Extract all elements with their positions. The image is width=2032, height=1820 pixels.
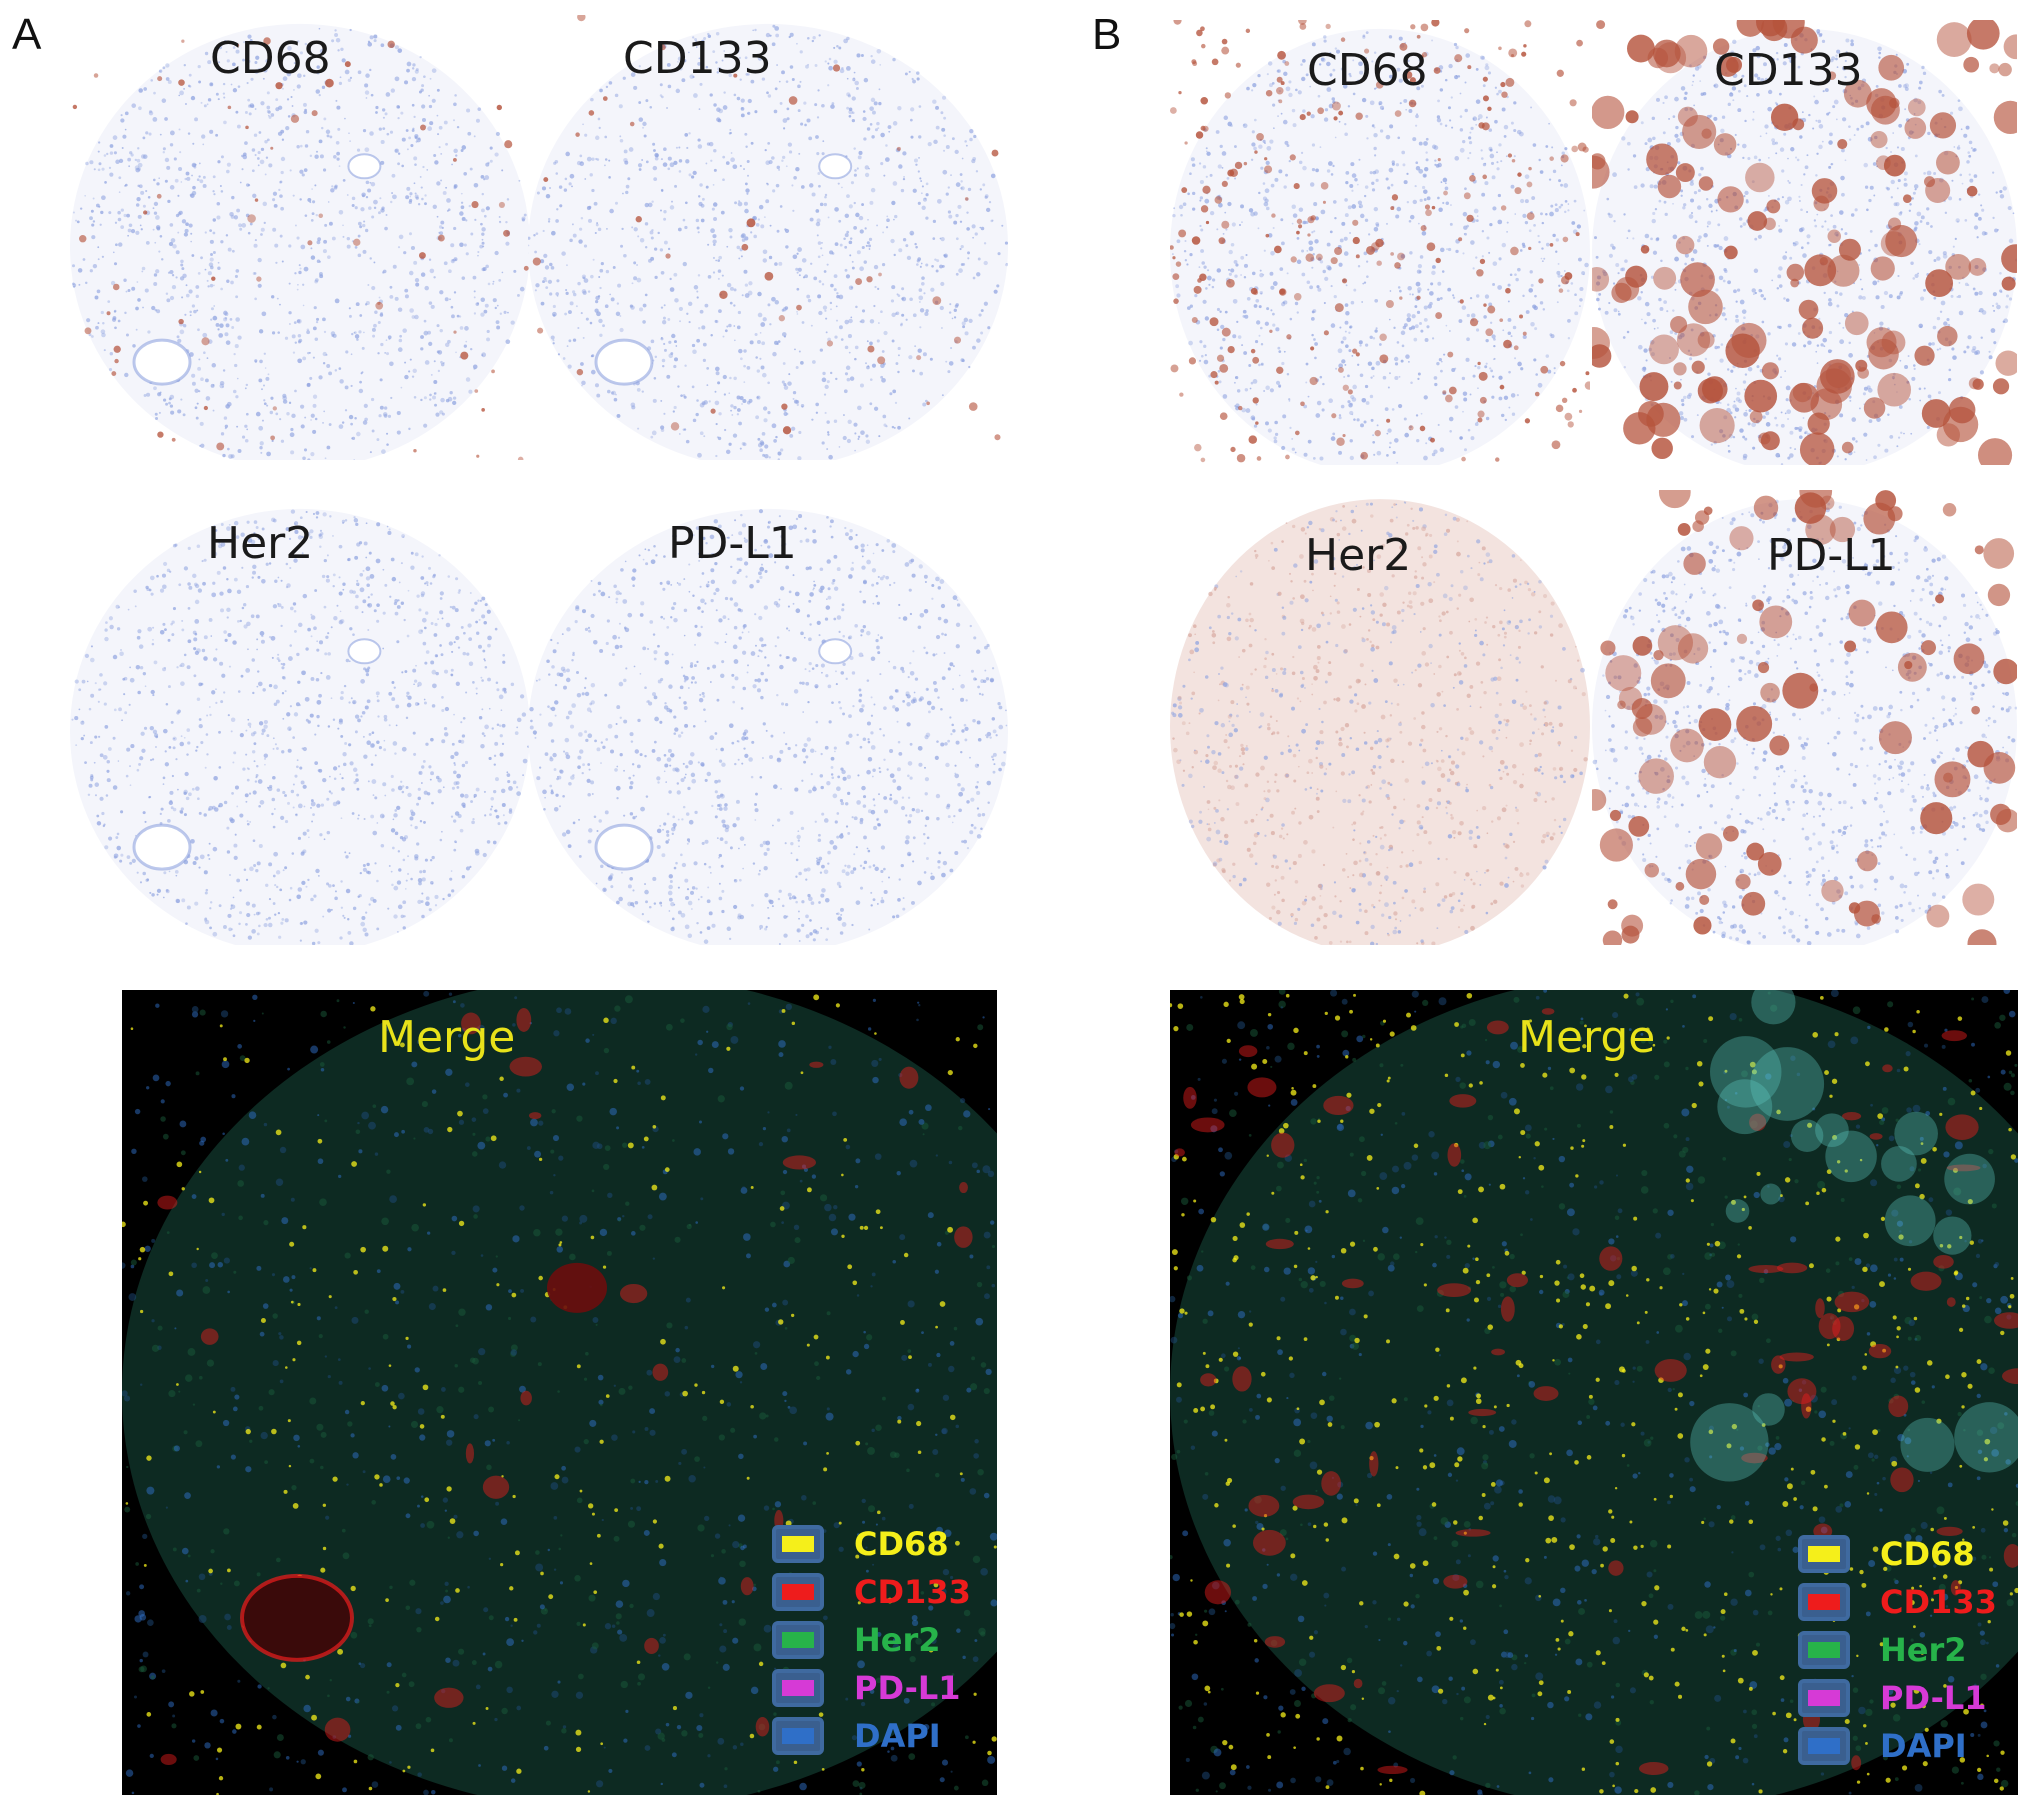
legend-swatch — [1808, 1738, 1840, 1754]
tile-label: CD133 — [1714, 45, 1863, 96]
legend-label: CD133 — [854, 1573, 971, 1611]
tissue-section — [528, 508, 1008, 945]
legend-swatch — [782, 1728, 814, 1744]
tissue-texture — [1170, 499, 1590, 945]
legend-swatch — [1808, 1642, 1840, 1658]
panel-a-cd133-tile: CD133 — [528, 15, 1008, 460]
legend-item-her2: Her2 — [1798, 1626, 1997, 1674]
legend-item-pdl1: PD-L1 — [1798, 1674, 1997, 1722]
panel-b-pdl1-tile: PD-L1 — [1592, 490, 2017, 945]
tissue-section — [70, 508, 530, 945]
stain-dots — [1170, 20, 1590, 464]
tissue-texture — [528, 15, 1008, 460]
panel-b-merge-image: Merge CD68 CD133 Her2 PD-L1 DAPI — [1170, 990, 2018, 1795]
legend-swatch — [782, 1632, 814, 1648]
stain-dots — [1171, 501, 1588, 945]
tissue-texture — [70, 23, 530, 460]
panel-b-legend: CD68 CD133 Her2 PD-L1 DAPI — [1798, 1530, 1997, 1770]
legend-item-dapi: DAPI — [772, 1712, 971, 1760]
fluorescence-dots — [122, 990, 997, 1795]
panel-b-her2-tile: Her2 — [1170, 490, 1590, 945]
legend-label: CD68 — [854, 1525, 949, 1563]
tissue-texture — [1170, 20, 1590, 465]
panel-a-legend: CD68 CD133 Her2 PD-L1 DAPI — [772, 1520, 971, 1760]
legend-item-cd68: CD68 — [1798, 1530, 1997, 1578]
panel-b-letter: B — [1092, 10, 1122, 59]
legend-swatch — [782, 1584, 814, 1600]
panel-a-her2-tile: Her2 — [70, 500, 530, 945]
legend-label: CD133 — [1880, 1583, 1997, 1621]
legend-swatch — [1808, 1594, 1840, 1610]
stain-dots — [529, 509, 1008, 945]
tissue-section — [1592, 499, 2017, 945]
legend-item-pdl1: PD-L1 — [772, 1664, 971, 1712]
merge-title: Merge — [1518, 1012, 1656, 1063]
panel-a-cd68-tile: CD68 — [70, 15, 530, 460]
legend-item-cd133: CD133 — [1798, 1578, 1997, 1626]
legend-swatch — [782, 1680, 814, 1696]
tissue-texture — [1592, 490, 2017, 945]
tile-label: PD-L1 — [1767, 530, 1896, 581]
fluorescence-dots — [1170, 990, 2018, 1795]
tissue-texture — [1592, 20, 2017, 465]
tile-label: CD68 — [210, 33, 331, 84]
stain-dots — [1592, 20, 2017, 465]
tile-label: CD68 — [1307, 45, 1428, 96]
legend-label: DAPI — [1880, 1727, 1967, 1765]
panel-b-cd68-tile: CD68 — [1170, 20, 1590, 465]
panel-a-letter: A — [12, 10, 42, 59]
stain-dots — [71, 509, 530, 945]
tile-label: Her2 — [1305, 530, 1412, 581]
legend-swatch — [782, 1536, 814, 1552]
legend-swatch — [1808, 1690, 1840, 1706]
legend-label: PD-L1 — [1880, 1679, 1987, 1717]
panel-b-cd133-tile: CD133 — [1592, 20, 2017, 465]
stain-dots — [1592, 490, 2017, 945]
legend-swatch — [1808, 1546, 1840, 1562]
tissue-section — [1170, 499, 1590, 945]
legend-item-cd133: CD133 — [772, 1568, 971, 1616]
legend-item-dapi: DAPI — [1798, 1722, 1997, 1770]
panel-a-merge-image: Merge CD68 CD133 Her2 PD-L1 DAPI — [122, 990, 997, 1795]
merge-title: Merge — [378, 1012, 516, 1063]
tile-label: Her2 — [207, 518, 314, 569]
legend-label: Her2 — [1880, 1631, 1967, 1669]
stain-dots — [528, 15, 1008, 460]
stain-dots — [71, 27, 530, 460]
legend-item-her2: Her2 — [772, 1616, 971, 1664]
tile-label: CD133 — [623, 33, 772, 84]
legend-label: PD-L1 — [854, 1669, 961, 1707]
tissue-texture — [70, 508, 530, 945]
legend-label: DAPI — [854, 1717, 941, 1755]
legend-label: CD68 — [1880, 1535, 1975, 1573]
tile-label: PD-L1 — [668, 518, 797, 569]
panel-a-pdl1-tile: PD-L1 — [528, 500, 1008, 945]
tissue-texture — [528, 508, 1008, 945]
legend-item-cd68: CD68 — [772, 1520, 971, 1568]
legend-label: Her2 — [854, 1621, 941, 1659]
